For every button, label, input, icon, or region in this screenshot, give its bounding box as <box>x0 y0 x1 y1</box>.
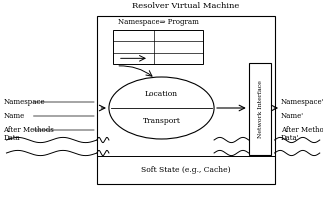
Bar <box>113 30 203 64</box>
Text: Namespace': Namespace' <box>281 98 323 106</box>
Text: Network Interface: Network Interface <box>257 80 263 138</box>
Ellipse shape <box>109 77 214 139</box>
Text: Transport: Transport <box>142 117 181 125</box>
Text: Data': Data' <box>281 134 300 142</box>
Text: Resolver Virtual Machine: Resolver Virtual Machine <box>132 2 239 10</box>
Bar <box>249 63 271 155</box>
Text: Name: Name <box>3 112 25 120</box>
Text: Namespace⇒ Program: Namespace⇒ Program <box>118 18 199 26</box>
Text: After Methods: After Methods <box>3 126 54 134</box>
Text: Location: Location <box>145 90 178 98</box>
Text: Soft State (e.g., Cache): Soft State (e.g., Cache) <box>141 166 231 174</box>
Text: After Methods': After Methods' <box>281 126 323 134</box>
Text: Data: Data <box>3 134 20 142</box>
Bar <box>97 16 275 184</box>
Text: Name': Name' <box>281 112 304 120</box>
Text: Namespace: Namespace <box>3 98 45 106</box>
